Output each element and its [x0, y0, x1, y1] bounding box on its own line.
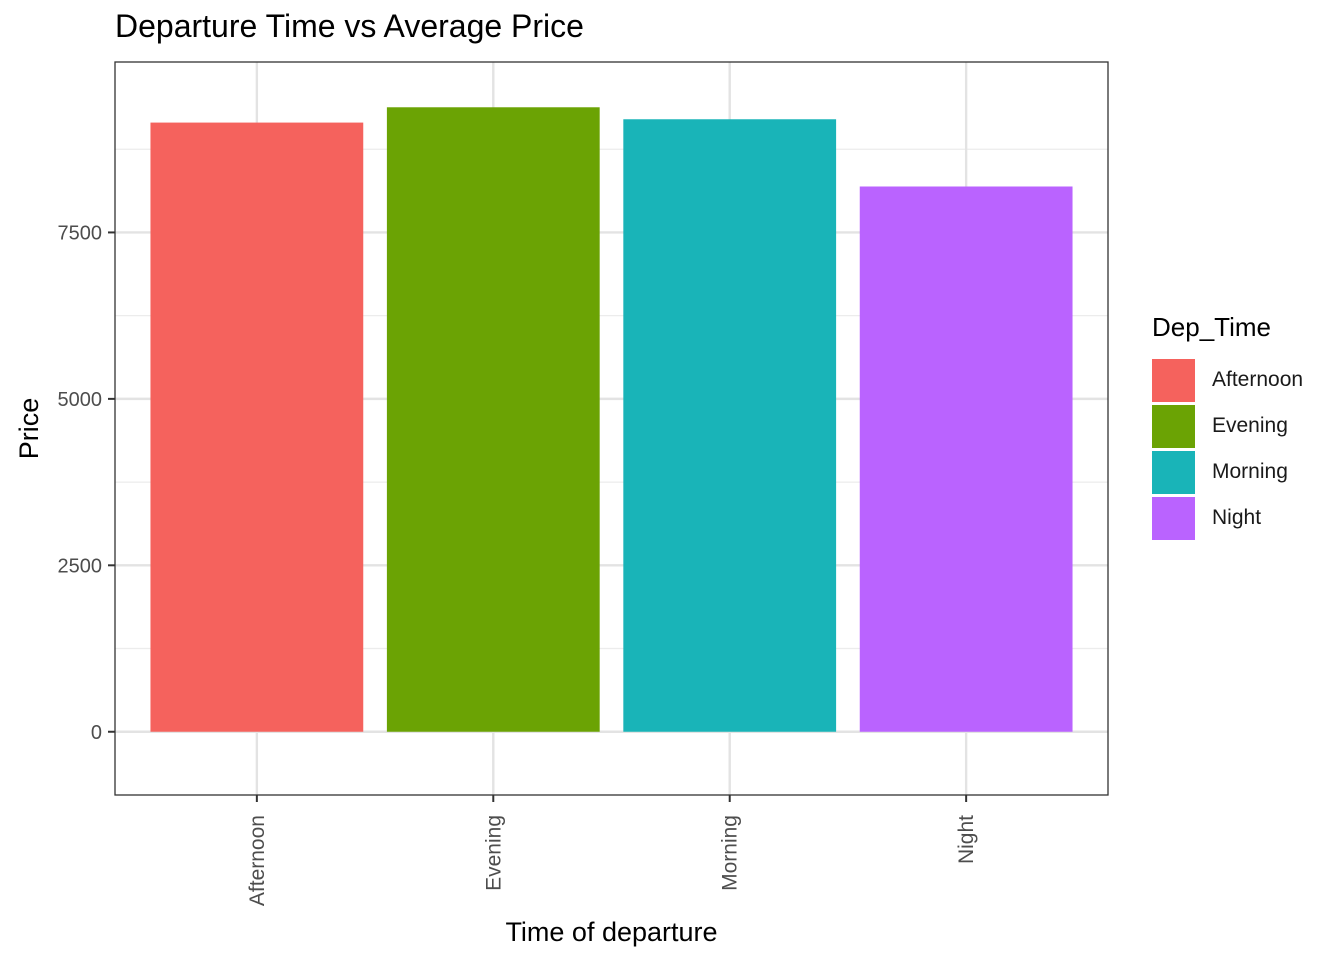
legend-label-evening: Evening: [1212, 414, 1288, 437]
legend-item-evening: Evening: [1152, 403, 1303, 449]
legend-item-night: Night: [1152, 495, 1303, 541]
bar-night: [859, 186, 1073, 732]
plot-border: [114, 61, 1109, 796]
legend-label-night: Night: [1212, 506, 1262, 529]
chart-title: Departure Time vs Average Price: [115, 8, 584, 44]
legend-swatch-night: [1152, 496, 1195, 540]
legend-label-afternoon: Afternoon: [1212, 368, 1304, 391]
x-axis-title: Time of departure: [505, 917, 717, 947]
legend-item-afternoon: Afternoon: [1152, 357, 1303, 403]
x-tick-label-night: Night: [955, 815, 978, 864]
x-tick-label-afternoon: Afternoon: [246, 815, 269, 906]
legend-title: Dep_Time: [1152, 312, 1271, 342]
y-tick-label-2: 5000: [58, 389, 103, 411]
bar-afternoon: [150, 122, 364, 732]
x-tick-label-morning: Morning: [719, 815, 742, 891]
y-tick-label-1: 2500: [58, 555, 103, 577]
y-tick-label-3: 7500: [58, 222, 103, 244]
y-tick-label-0: 0: [91, 722, 102, 744]
x-tick-label-evening: Evening: [482, 815, 505, 891]
bar-evening: [386, 107, 600, 732]
legend-label-morning: Morning: [1212, 460, 1288, 483]
legend-swatch-afternoon: [1152, 358, 1195, 402]
y-axis-title: Price: [14, 398, 44, 460]
legend-item-morning: Morning: [1152, 449, 1303, 495]
legend-swatch-evening: [1152, 404, 1195, 448]
bar-morning: [623, 119, 837, 732]
legend: Dep_Time Afternoon Evening Morning Night: [1152, 312, 1303, 541]
legend-swatch-morning: [1152, 450, 1195, 494]
